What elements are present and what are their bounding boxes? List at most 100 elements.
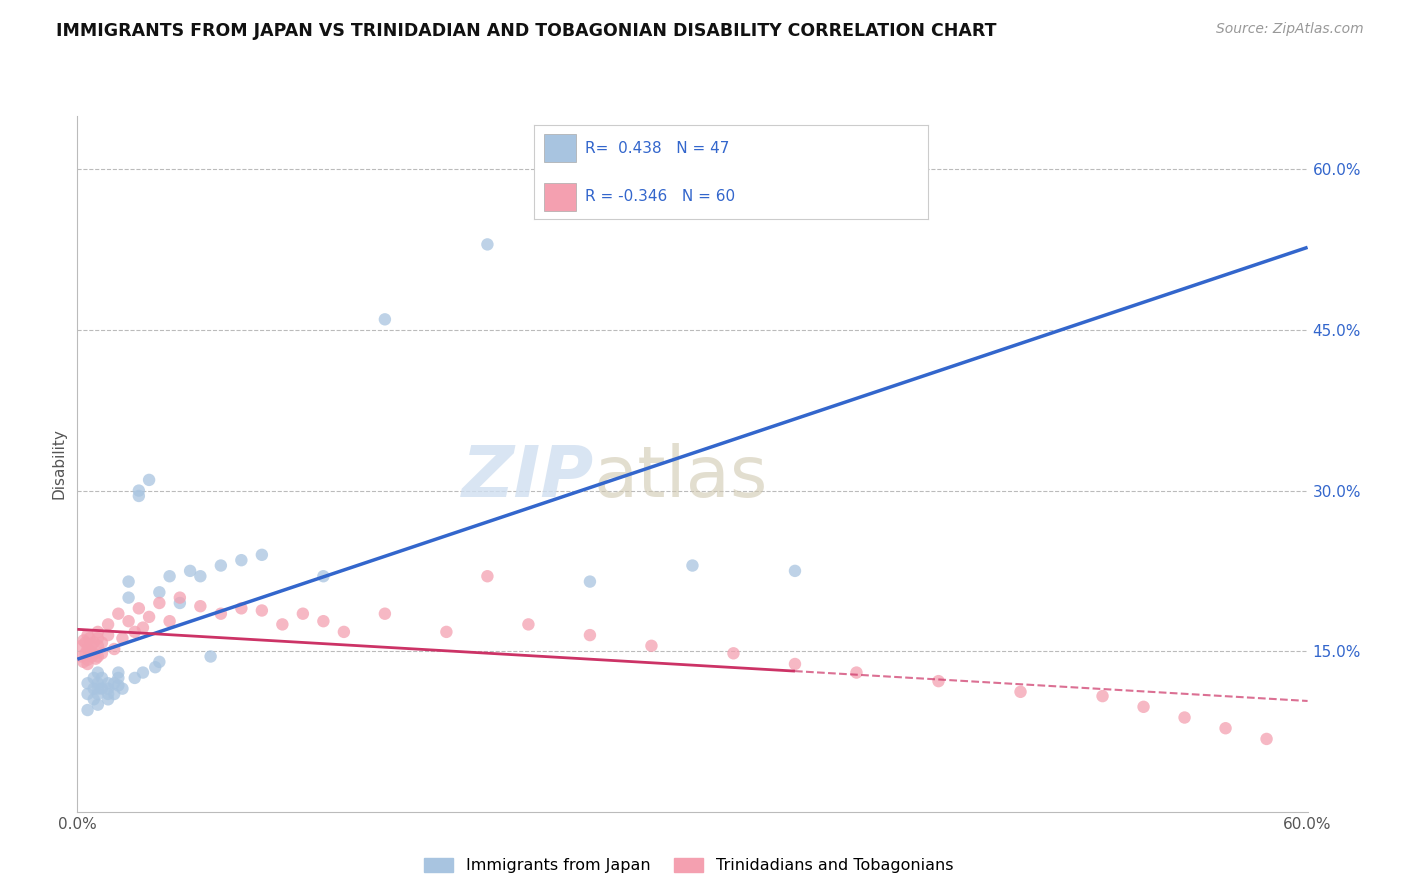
Point — [128, 483, 150, 498]
Point — [97, 617, 120, 632]
Point — [477, 237, 499, 252]
Point — [682, 558, 704, 573]
Point — [80, 649, 103, 664]
Point — [579, 574, 602, 589]
Point — [90, 635, 114, 649]
Point — [97, 692, 120, 706]
Point — [250, 548, 273, 562]
Point — [1132, 699, 1154, 714]
Point — [97, 687, 120, 701]
Point — [87, 665, 110, 680]
Point — [128, 601, 150, 615]
Point — [83, 692, 105, 706]
Point — [128, 489, 150, 503]
Y-axis label: Disability: Disability — [51, 428, 66, 500]
Point — [75, 635, 97, 649]
Point — [169, 591, 191, 605]
Point — [107, 671, 129, 685]
Point — [97, 681, 120, 696]
Point — [87, 639, 110, 653]
Point — [138, 610, 160, 624]
Point — [312, 614, 335, 628]
Point — [143, 660, 166, 674]
Point — [79, 632, 101, 646]
Point — [723, 646, 745, 660]
Point — [148, 585, 170, 599]
Point — [374, 312, 396, 326]
Point — [87, 624, 110, 639]
Point — [291, 607, 314, 621]
Point — [169, 596, 191, 610]
Point — [436, 624, 458, 639]
Point — [333, 624, 356, 639]
Point — [138, 473, 160, 487]
Point — [179, 564, 201, 578]
Point — [87, 649, 110, 664]
Point — [132, 621, 155, 635]
Point — [70, 639, 93, 653]
Point — [1215, 721, 1237, 735]
Point — [80, 639, 103, 653]
Text: ZIP: ZIP — [461, 443, 595, 512]
Point — [117, 591, 139, 605]
Point — [84, 651, 107, 665]
Point — [209, 607, 232, 621]
Point — [75, 646, 97, 660]
Point — [783, 657, 806, 671]
Point — [87, 676, 110, 690]
Point — [103, 687, 125, 701]
Point — [845, 665, 868, 680]
Point — [97, 676, 120, 690]
Point — [76, 676, 98, 690]
Point — [579, 628, 602, 642]
Point — [159, 614, 181, 628]
Point — [928, 674, 950, 689]
Text: Source: ZipAtlas.com: Source: ZipAtlas.com — [1216, 22, 1364, 37]
Point — [76, 687, 98, 701]
Point — [72, 655, 94, 669]
Point — [87, 632, 110, 646]
Point — [87, 687, 110, 701]
Point — [76, 642, 98, 657]
Text: R=  0.438   N = 47: R= 0.438 N = 47 — [585, 141, 730, 156]
Point — [111, 632, 134, 646]
Point — [477, 569, 499, 583]
Bar — [544, 134, 575, 162]
Point — [72, 633, 94, 648]
Point — [200, 649, 222, 664]
Point — [87, 698, 110, 712]
Point — [783, 564, 806, 578]
Point — [111, 681, 134, 696]
Legend: Immigrants from Japan, Trinidadians and Tobagonians: Immigrants from Japan, Trinidadians and … — [418, 851, 960, 880]
Point — [87, 681, 110, 696]
Point — [148, 596, 170, 610]
Point — [271, 617, 294, 632]
Text: R = -0.346   N = 60: R = -0.346 N = 60 — [585, 189, 735, 204]
Point — [117, 614, 139, 628]
Text: atlas: atlas — [595, 443, 769, 512]
Point — [76, 703, 98, 717]
Point — [103, 642, 125, 657]
Point — [79, 644, 101, 658]
Point — [1010, 685, 1032, 699]
Point — [76, 653, 98, 667]
Point — [231, 601, 253, 615]
Point — [250, 603, 273, 617]
Point — [107, 678, 129, 692]
Point — [1174, 710, 1197, 724]
Point — [107, 607, 129, 621]
Point — [103, 676, 125, 690]
Point — [1091, 689, 1114, 703]
Point — [231, 553, 253, 567]
Point — [70, 649, 93, 664]
Bar — [544, 183, 575, 211]
Point — [97, 628, 120, 642]
Point — [83, 681, 105, 696]
Point — [83, 646, 105, 660]
Point — [76, 628, 98, 642]
Point — [90, 681, 114, 696]
Point — [124, 671, 146, 685]
Point — [83, 671, 105, 685]
Point — [188, 599, 212, 614]
Point — [90, 646, 114, 660]
